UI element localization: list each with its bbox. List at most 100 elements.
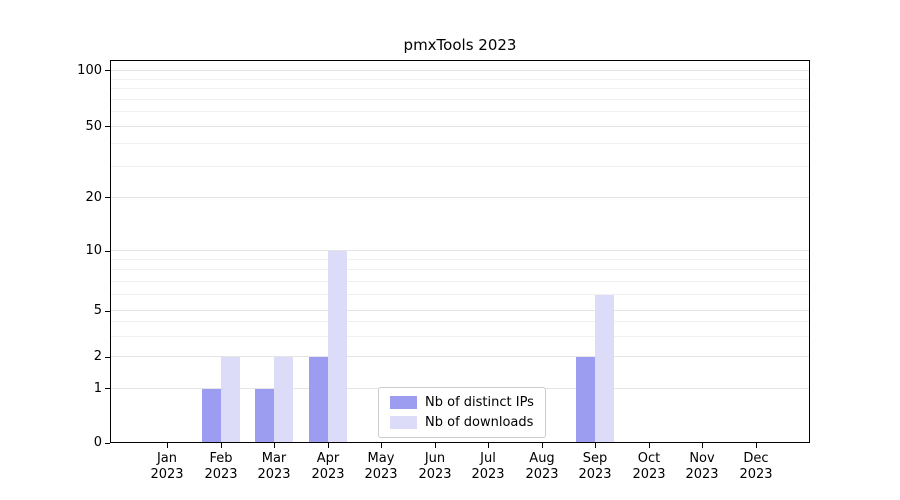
minor-gridline	[110, 143, 810, 145]
x-tick-label: Mar 2023	[242, 451, 306, 483]
x-tick-year: 2023	[204, 467, 238, 482]
plot-area: Nb of distinct IPs Nb of downloads	[110, 60, 810, 443]
legend-label-downloads: Nb of downloads	[425, 415, 534, 430]
x-tick-mark	[381, 443, 382, 448]
bar-sep-distinct-ips	[576, 357, 595, 443]
legend-swatch-distinct-ips	[390, 396, 417, 409]
x-tick-mark	[595, 443, 596, 448]
x-tick-month: May	[367, 451, 395, 466]
x-tick-label: May 2023	[349, 451, 413, 483]
y-tick-mark	[105, 311, 110, 312]
x-tick-mark	[756, 443, 757, 448]
legend-swatch-downloads	[390, 416, 417, 429]
minor-gridline	[110, 98, 810, 100]
x-tick-year: 2023	[739, 467, 773, 482]
minor-gridline	[110, 335, 810, 337]
legend-item-distinct-ips: Nb of distinct IPs	[390, 395, 534, 410]
y-tick-mark	[105, 357, 110, 358]
major-gridline	[110, 310, 810, 311]
x-tick-year: 2023	[525, 467, 559, 482]
y-tick-mark	[105, 251, 110, 252]
x-tick-month: Dec	[743, 451, 769, 466]
x-tick-mark	[649, 443, 650, 448]
x-tick-year: 2023	[150, 467, 184, 482]
major-gridline	[110, 70, 810, 71]
x-tick-month: Jun	[424, 451, 446, 466]
x-tick-month: Oct	[637, 451, 661, 466]
x-tick-mark	[274, 443, 275, 448]
minor-gridline	[110, 165, 810, 167]
x-tick-mark	[435, 443, 436, 448]
major-gridline	[110, 126, 810, 127]
legend: Nb of distinct IPs Nb of downloads	[378, 387, 546, 438]
x-tick-month: Feb	[209, 451, 233, 466]
x-tick-month: Nov	[689, 451, 715, 466]
x-tick-year: 2023	[578, 467, 612, 482]
minor-gridline	[110, 111, 810, 113]
x-tick-label: Nov 2023	[670, 451, 734, 483]
x-tick-label: Aug 2023	[510, 451, 574, 483]
major-gridline	[110, 197, 810, 198]
x-tick-year: 2023	[418, 467, 452, 482]
x-tick-label: Jul 2023	[456, 451, 520, 483]
x-tick-label: Jun 2023	[403, 451, 467, 483]
chart-title: pmxTools 2023	[403, 36, 517, 54]
y-tick-label: 10	[85, 243, 102, 258]
y-tick-label: 1	[93, 381, 102, 396]
y-tick-label: 20	[85, 190, 102, 205]
bar-apr-distinct-ips	[308, 357, 328, 443]
x-tick-mark	[221, 443, 222, 448]
y-tick-label: 5	[93, 303, 102, 318]
x-tick-month: Mar	[261, 451, 287, 466]
y-tick-label: 100	[77, 63, 102, 78]
minor-gridline	[110, 78, 810, 80]
minor-gridline	[110, 88, 810, 89]
bar-mar-downloads	[274, 357, 293, 443]
x-tick-month: Aug	[529, 451, 555, 466]
y-tick-mark	[105, 126, 110, 127]
minor-gridline	[110, 269, 810, 271]
bar-sep-downloads	[595, 295, 614, 443]
x-tick-label: Feb 2023	[189, 451, 253, 483]
x-tick-year: 2023	[471, 467, 505, 482]
x-tick-mark	[702, 443, 703, 448]
x-tick-year: 2023	[311, 467, 345, 482]
major-gridline	[110, 250, 810, 251]
y-tick-mark	[105, 388, 110, 389]
x-tick-label: Apr 2023	[296, 451, 360, 483]
x-tick-year: 2023	[632, 467, 666, 482]
bar-apr-downloads	[327, 251, 347, 443]
x-tick-year: 2023	[364, 467, 398, 482]
x-tick-month: Jul	[480, 451, 496, 466]
y-tick-label: 0	[93, 435, 102, 450]
x-tick-label: Oct 2023	[617, 451, 681, 483]
bar-feb-distinct-ips	[201, 389, 221, 443]
x-tick-label: Dec 2023	[724, 451, 788, 483]
y-tick-mark	[105, 70, 110, 71]
x-tick-mark	[328, 443, 329, 448]
bar-mar-distinct-ips	[255, 389, 274, 443]
x-tick-year: 2023	[685, 467, 719, 482]
x-tick-month: Jan	[156, 451, 178, 466]
x-tick-mark	[488, 443, 489, 448]
x-tick-mark	[542, 443, 543, 448]
x-tick-label: Sep 2023	[563, 451, 627, 483]
x-tick-mark	[167, 443, 168, 448]
y-tick-mark	[105, 443, 110, 444]
y-tick-label: 50	[85, 119, 102, 134]
minor-gridline	[110, 259, 810, 261]
major-gridline	[110, 356, 810, 357]
legend-label-distinct-ips: Nb of distinct IPs	[425, 395, 534, 410]
minor-gridline	[110, 321, 810, 323]
legend-item-downloads: Nb of downloads	[390, 415, 534, 430]
y-tick-label: 2	[93, 349, 102, 364]
x-tick-month: Apr	[316, 451, 340, 466]
bar-feb-downloads	[220, 357, 240, 443]
minor-gridline	[110, 294, 810, 296]
x-tick-year: 2023	[257, 467, 291, 482]
y-tick-mark	[105, 197, 110, 198]
minor-gridline	[110, 280, 810, 282]
x-tick-label: Jan 2023	[135, 451, 199, 483]
x-tick-month: Sep	[582, 451, 608, 466]
